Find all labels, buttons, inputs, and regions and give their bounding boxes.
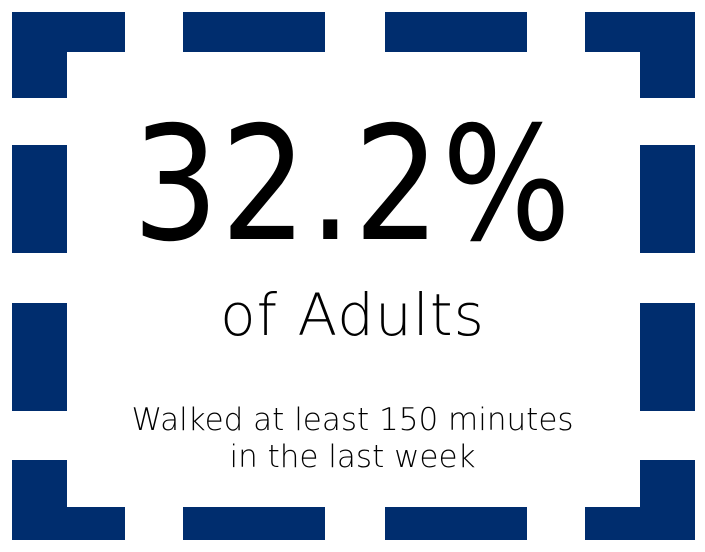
frame-dash-left-2 (12, 303, 67, 411)
stat-label: of Adults (220, 281, 485, 349)
frame-dash-right-2 (640, 303, 695, 411)
frame-dash-bottom-1 (183, 507, 325, 540)
frame-corner-bottom-left-horizontal (12, 507, 125, 540)
frame-dash-left-1 (12, 145, 67, 253)
frame-corner-top-right-vertical (640, 12, 695, 98)
frame-corner-bottom-right-horizontal (585, 507, 695, 540)
frame-dash-top-2 (385, 12, 527, 52)
frame-dash-top-1 (183, 12, 325, 52)
stat-description-line-1: Walked at least 150 minutes (131, 402, 574, 438)
stat-description: Walked at least 150 minutes in the last … (0, 402, 705, 476)
stat-value: 32.2% (132, 93, 573, 277)
frame-dash-bottom-2 (385, 507, 527, 540)
frame-corner-top-left-vertical (12, 12, 67, 98)
stat-description-line-2: in the last week (229, 439, 476, 475)
frame-dash-right-1 (640, 145, 695, 253)
